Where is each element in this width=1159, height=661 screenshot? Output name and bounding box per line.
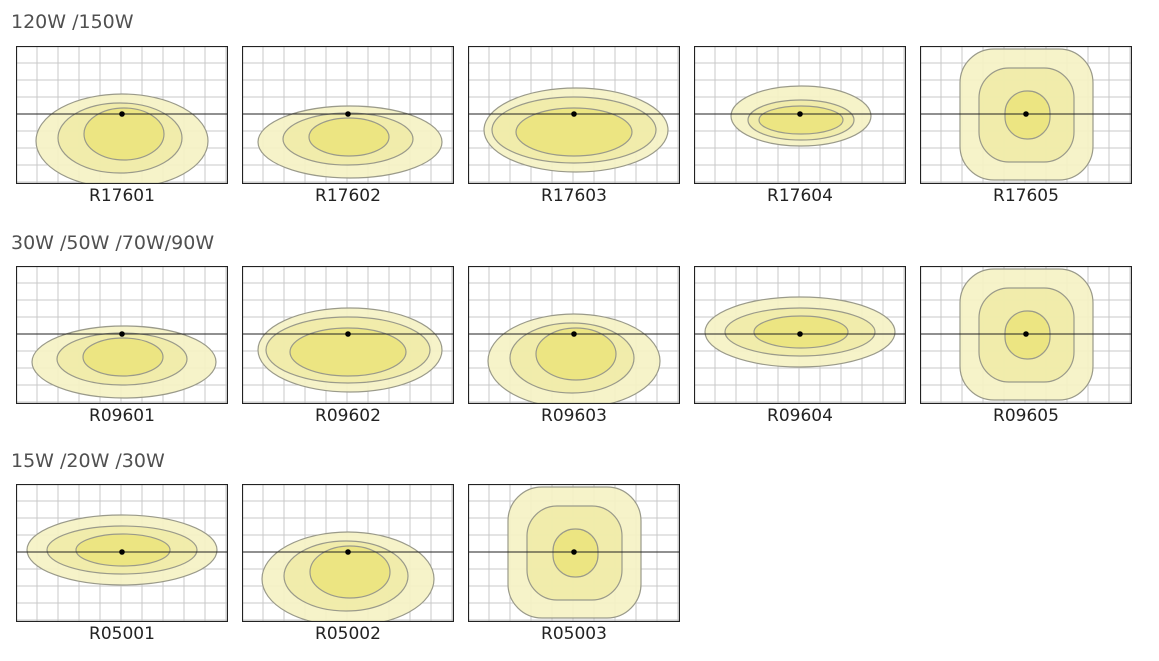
- contour-inner: [82, 337, 164, 377]
- diagram-frame: [468, 46, 680, 184]
- diagram-panel-r17601: R17601: [16, 46, 228, 206]
- diagram-code-label: R09604: [767, 406, 833, 426]
- light-distribution-diagram: [16, 484, 228, 622]
- diagram-panel-r09601: R09601: [16, 266, 228, 426]
- diagram-frame: [920, 266, 1132, 404]
- diagram-frame: [16, 46, 228, 184]
- diagram-frame: [920, 46, 1132, 184]
- group-title-3: 15W /20W /30W: [11, 450, 165, 472]
- luminaire-position-dot: [571, 549, 577, 555]
- diagram-panel-r17602: R17602: [242, 46, 454, 206]
- diagram-code-label: R09601: [89, 406, 155, 426]
- contour-inner: [83, 107, 165, 161]
- light-distribution-diagram: [468, 46, 680, 184]
- contour-inner: [535, 327, 617, 381]
- diagram-code-label: R05003: [541, 624, 607, 644]
- diagram-code-label: R09605: [993, 406, 1059, 426]
- light-distribution-diagram: [468, 484, 680, 622]
- group-title-1: 120W /150W: [11, 11, 134, 33]
- luminaire-position-dot: [119, 331, 125, 337]
- group-title-2: 30W /50W /70W/90W: [11, 232, 215, 254]
- diagram-frame: [468, 266, 680, 404]
- diagram-panel-r09604: R09604: [694, 266, 906, 426]
- diagram-code-label: R09603: [541, 406, 607, 426]
- luminaire-position-dot: [345, 331, 351, 337]
- diagram-code-label: R17603: [541, 186, 607, 206]
- contour-inner: [308, 117, 390, 157]
- diagram-panel-r09603: R09603: [468, 266, 680, 426]
- diagram-frame: [242, 46, 454, 184]
- luminaire-position-dot: [345, 111, 351, 117]
- luminaire-position-dot: [797, 111, 803, 117]
- diagram-frame: [242, 484, 454, 622]
- diagram-frame: [242, 266, 454, 404]
- light-distribution-diagram: [242, 484, 454, 622]
- light-distribution-diagram: [694, 46, 906, 184]
- light-distribution-diagram: [694, 266, 906, 404]
- luminaire-position-dot: [119, 549, 125, 555]
- luminaire-position-dot: [1023, 111, 1029, 117]
- diagram-code-label: R17605: [993, 186, 1059, 206]
- diagram-panel-r17605: R17605: [920, 46, 1132, 206]
- contour-inner: [515, 107, 633, 157]
- contour-inner: [309, 545, 391, 599]
- light-distribution-diagram: [16, 266, 228, 404]
- diagram-code-label: R17601: [89, 186, 155, 206]
- diagram-frame: [16, 484, 228, 622]
- luminaire-position-dot: [1023, 331, 1029, 337]
- diagram-code-label: R17602: [315, 186, 381, 206]
- luminaire-position-dot: [345, 549, 351, 555]
- light-distribution-diagram: [16, 46, 228, 184]
- diagram-code-label: R05002: [315, 624, 381, 644]
- diagram-frame: [16, 266, 228, 404]
- diagram-frame: [694, 266, 906, 404]
- diagram-frame: [694, 46, 906, 184]
- luminaire-position-dot: [797, 331, 803, 337]
- luminaire-position-dot: [571, 331, 577, 337]
- contour-inner: [758, 105, 844, 135]
- light-distribution-diagram: [242, 46, 454, 184]
- diagram-code-label: R17604: [767, 186, 833, 206]
- light-distribution-diagram: [468, 266, 680, 404]
- diagram-panel-r09605: R09605: [920, 266, 1132, 426]
- diagram-code-label: R05001: [89, 624, 155, 644]
- diagram-panel-r09602: R09602: [242, 266, 454, 426]
- diagram-code-label: R09602: [315, 406, 381, 426]
- light-distribution-diagram: [242, 266, 454, 404]
- light-distribution-diagram: [920, 266, 1132, 404]
- luminaire-position-dot: [571, 111, 577, 117]
- luminaire-position-dot: [119, 111, 125, 117]
- diagram-frame: [468, 484, 680, 622]
- diagram-panel-r17604: R17604: [694, 46, 906, 206]
- diagram-panel-r05002: R05002: [242, 484, 454, 644]
- light-distribution-diagram: [920, 46, 1132, 184]
- diagram-panel-r05003: R05003: [468, 484, 680, 644]
- diagram-panel-r05001: R05001: [16, 484, 228, 644]
- contour-inner: [289, 327, 407, 377]
- diagram-panel-r17603: R17603: [468, 46, 680, 206]
